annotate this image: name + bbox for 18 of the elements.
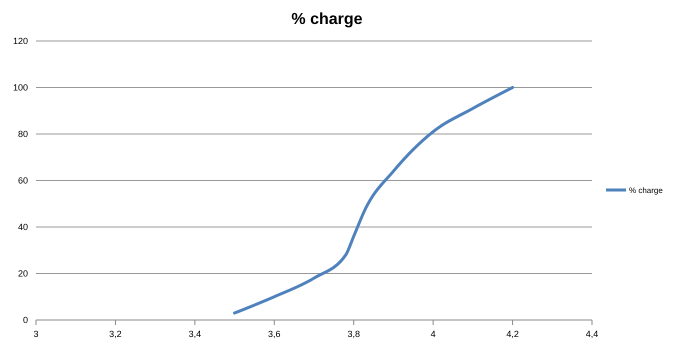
y-tick-label: 20 — [18, 268, 28, 278]
line-series — [233, 86, 514, 315]
y-tick-label: 80 — [18, 129, 28, 139]
y-tick-label: 120 — [12, 36, 28, 46]
x-tick-label: 4 — [430, 329, 436, 339]
y-tick-label: 0 — [22, 315, 28, 325]
y-tick-label: 60 — [18, 176, 28, 186]
y-tick-label: 100 — [12, 82, 28, 92]
y-tick-label: 40 — [18, 222, 28, 232]
x-tick-label: 3 — [33, 329, 39, 339]
x-tick-label: 3,8 — [347, 329, 360, 339]
chart-title: % charge — [291, 11, 363, 28]
x-tick-label: 3,6 — [268, 329, 281, 339]
legend-label: % charge — [629, 186, 664, 195]
x-tick-label: 4,2 — [506, 329, 519, 339]
x-tick-label: 3,2 — [109, 329, 122, 339]
x-tick-label: 4,4 — [586, 329, 598, 339]
x-tick-label: 3,4 — [188, 329, 202, 339]
